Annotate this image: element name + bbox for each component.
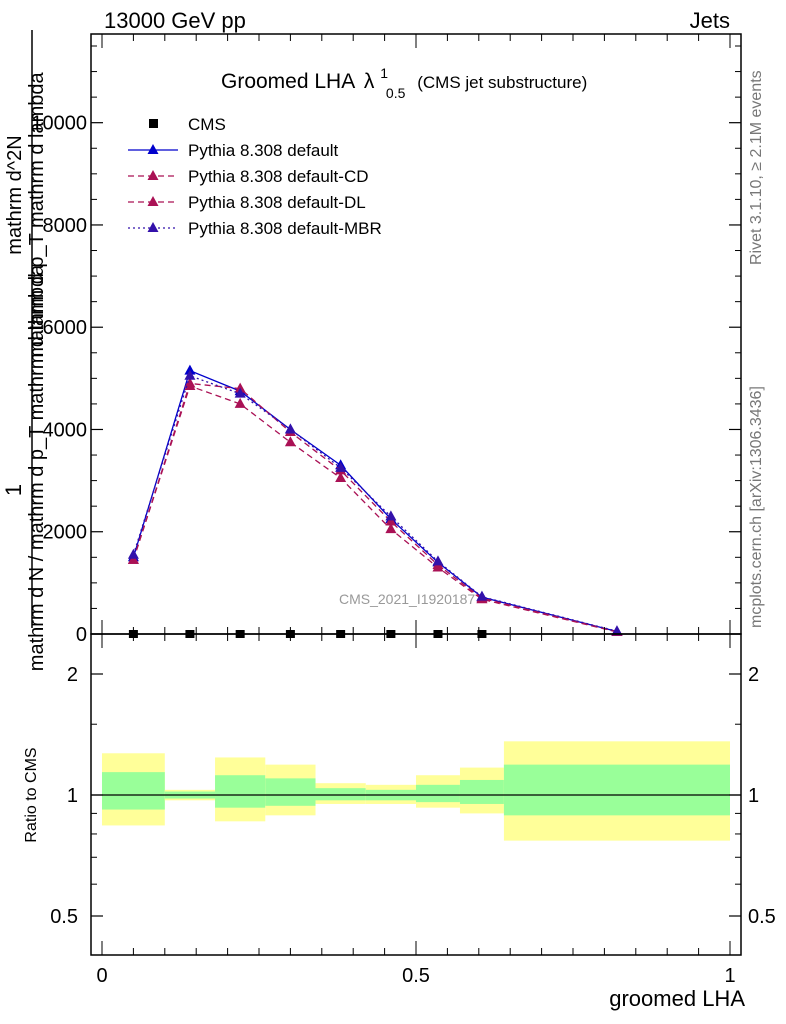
x-tick-label: 0.5: [402, 965, 430, 987]
ratio-band-green: [265, 778, 316, 806]
ylabel-num-1: 1: [1, 484, 26, 496]
legend-entry-1: Pythia 8.308 default-CD: [128, 167, 369, 186]
y-tick-label: 6000: [43, 317, 88, 339]
ratio-bands: [91, 741, 741, 841]
legend-entry-0: Pythia 8.308 default: [128, 141, 339, 160]
series-point-3: [335, 461, 347, 472]
series-point-3: [476, 590, 488, 601]
ratio-band-green: [102, 772, 165, 810]
legend-label: Pythia 8.308 default-MBR: [188, 219, 382, 238]
series-point-3: [432, 555, 444, 566]
series-point-3: [284, 423, 296, 434]
ratio-tick-label-right: 0.5: [748, 906, 776, 928]
legend-entry-2: Pythia 8.308 default-DL: [128, 193, 366, 212]
series-point-2: [284, 436, 296, 447]
y-tick-label: 2000: [43, 522, 88, 544]
legend-label: Pythia 8.308 default: [188, 141, 339, 160]
title-note: (CMS jet substructure): [417, 73, 587, 92]
ratio-tick-label-right: 2: [748, 664, 759, 686]
series-point-3: [127, 548, 139, 559]
xlabel: groomed LHA: [609, 986, 745, 1011]
legend-marker: [147, 144, 159, 154]
legend-marker: [147, 196, 159, 206]
main-ylabel: 1 mathrm d N / mathrm d p_T mathrm d lam…: [1, 30, 48, 671]
ratio-tick-label-left: 0.5: [50, 906, 78, 928]
legend: CMS Pythia 8.308 default Pythia 8.308 defa…: [128, 115, 382, 238]
legend-label: CMS: [188, 115, 226, 134]
title-sup: 1: [380, 65, 388, 81]
svg-text:Groomed LHA λ 1: Groomed LHA λ 1 0.5 (CMS jet substructur…: [221, 60, 587, 103]
analysis-watermark: CMS_2021_I1920187: [339, 591, 475, 607]
title-text: Groomed LHA: [221, 70, 355, 93]
series-point-2: [385, 523, 397, 534]
legend-entry-cms: CMS: [149, 115, 226, 134]
y-tick-label: 8000: [43, 215, 88, 237]
header-left: 13000 GeV pp: [104, 8, 246, 33]
series-point-2: [127, 553, 139, 564]
y-tick-label: 10000: [31, 113, 87, 135]
series-point-2: [184, 380, 196, 391]
axes: 0 2000 4000 6000 8000 10000 0 0.5 1 0.5 0.5 1 1 2 2: [31, 33, 776, 987]
legend-marker: [147, 170, 159, 180]
series-point-3: [385, 510, 397, 521]
series-point-0: [184, 364, 196, 375]
ratio-band-green: [315, 788, 366, 801]
ylabel-num-2: mathrm d^2N: [4, 135, 26, 254]
rivet-label: Rivet 3.1.10, ≥ 2.1M events: [748, 70, 765, 265]
series-point-1: [234, 382, 246, 393]
title-sub: 0.5: [386, 85, 406, 101]
x-tick-label: 0: [96, 965, 107, 987]
ratio-band-green: [215, 775, 266, 808]
ratio-band-green: [416, 784, 460, 803]
legend-label: Pythia 8.308 default-DL: [188, 193, 366, 212]
chart-title: Groomed LHA λ 1 0.5 (CMS jet substructur…: [221, 60, 587, 103]
title-symbol: λ: [364, 70, 375, 93]
series-point-3: [234, 387, 246, 398]
series-point-2: [335, 472, 347, 483]
series-point-2: [432, 561, 444, 572]
y-tick-label: 4000: [43, 419, 88, 441]
legend-marker: [147, 222, 159, 232]
header-right: Jets: [690, 8, 730, 33]
mcplots-label: mcplots.cern.ch [arXiv:1306.3436]: [748, 386, 765, 628]
ratio-ylabel: Ratio to CMS: [23, 747, 40, 842]
legend-entry-3: Pythia 8.308 default-MBR: [128, 219, 382, 238]
x-tick-label: 1: [724, 965, 735, 987]
series-point-3: [611, 625, 623, 636]
series-point-3: [184, 369, 196, 380]
ratio-tick-label-left: 1: [67, 785, 78, 807]
ratio-tick-label-left: 2: [67, 664, 78, 686]
series-point-1: [385, 515, 397, 526]
ratio-band-green: [503, 764, 730, 816]
legend-label: Pythia 8.308 default-CD: [188, 167, 369, 186]
ratio-band-green: [459, 779, 504, 804]
y-tick-label: 0: [76, 624, 87, 646]
legend-marker: [149, 119, 158, 128]
ratio-tick-label-right: 1: [748, 785, 759, 807]
series-point-2: [234, 397, 246, 408]
